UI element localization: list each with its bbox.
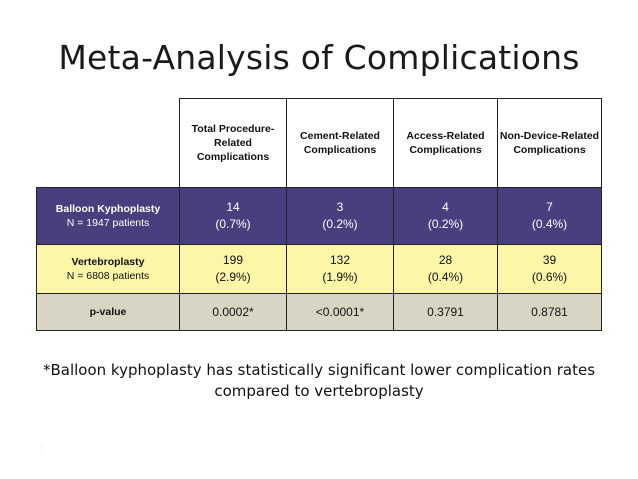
table-corner	[37, 99, 180, 188]
row-label: Vertebroplasty	[71, 256, 145, 268]
cell-percent: (0.6%)	[531, 270, 568, 284]
cell-count: 132	[329, 253, 351, 267]
table-row-p-value: p-value 0.0002* <0.0001* 0.3791 0.8781	[36, 293, 602, 331]
column-header-total: Total Procedure-Related Complications	[179, 98, 287, 188]
table-cell: 0.3791	[393, 293, 498, 331]
cell-percent: (2.9%)	[215, 270, 251, 284]
table-header-row: Total Procedure-Related Complications Ce…	[37, 98, 602, 188]
table-cell: 0.0002*	[179, 293, 287, 331]
row-header: Balloon Kyphoplasty N = 1947 patients	[36, 187, 180, 245]
table-cell: 39 (0.6%)	[497, 244, 602, 294]
slide-title: Meta-Analysis of Complications	[58, 38, 580, 77]
row-label: Balloon Kyphoplasty	[55, 203, 161, 215]
cell-count: 28	[438, 253, 453, 267]
faint-footer-mark: │	[40, 446, 45, 453]
table-cell: 0.8781	[497, 293, 602, 331]
complications-table: Total Procedure-Related Complications Ce…	[36, 98, 602, 331]
cell-percent: (0.7%)	[215, 217, 251, 231]
table-cell: 199 (2.9%)	[179, 244, 287, 294]
column-header-non-device: Non-Device-Related Complications	[497, 98, 602, 188]
cell-percent: (0.2%)	[322, 217, 358, 231]
row-label: p-value	[36, 293, 180, 331]
row-sublabel: N = 6808 patients	[66, 270, 150, 282]
cell-count: 199	[222, 253, 244, 267]
row-header: Vertebroplasty N = 6808 patients	[36, 244, 180, 294]
table-cell: <0.0001*	[286, 293, 394, 331]
table-row-vertebroplasty: Vertebroplasty N = 6808 patients 199 (2.9…	[36, 244, 602, 294]
column-header-cement: Cement-Related Complications	[286, 98, 394, 188]
cell-count: 39	[542, 253, 557, 267]
footnote: *Balloon kyphoplasty has statistically s…	[42, 361, 596, 400]
table-row-balloon-kyphoplasty: Balloon Kyphoplasty N = 1947 patients 14…	[36, 187, 602, 245]
cell-percent: (1.9%)	[322, 270, 358, 284]
table-cell: 28 (0.4%)	[393, 244, 498, 294]
table-cell: 4 (0.2%)	[393, 187, 498, 245]
cell-percent: (0.4%)	[531, 217, 568, 231]
column-header-access: Access-Related Complications	[393, 98, 498, 188]
table-cell: 7 (0.4%)	[497, 187, 602, 245]
cell-count: 4	[442, 200, 449, 214]
row-sublabel: N = 1947 patients	[66, 217, 150, 229]
table-cell: 132 (1.9%)	[286, 244, 394, 294]
cell-count: 7	[546, 200, 553, 214]
cell-percent: (0.2%)	[427, 217, 464, 231]
cell-count: 3	[336, 200, 344, 214]
cell-percent: (0.4%)	[427, 270, 464, 284]
table-cell: 14 (0.7%)	[179, 187, 287, 245]
cell-count: 14	[226, 200, 240, 214]
table-cell: 3 (0.2%)	[286, 187, 394, 245]
